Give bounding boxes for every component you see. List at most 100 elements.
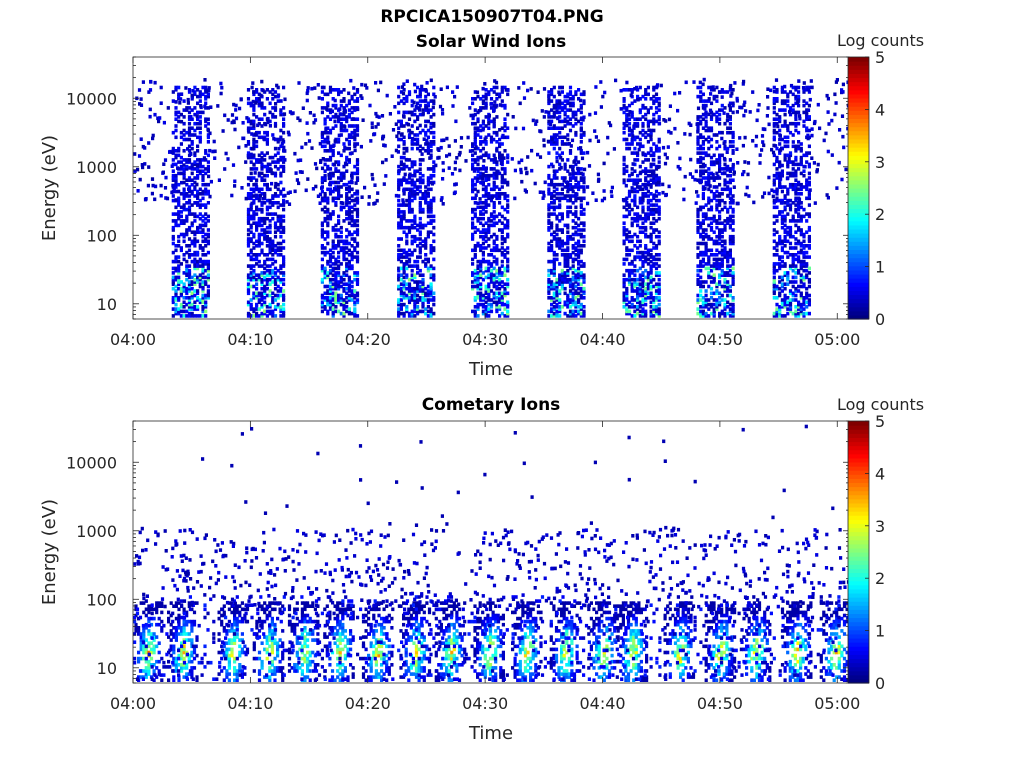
heatmap-cell — [652, 309, 656, 314]
heatmap-cell — [255, 257, 259, 262]
heatmap-cell — [500, 173, 504, 178]
heatmap-cell — [418, 210, 422, 214]
heatmap-cell — [566, 268, 570, 273]
heatmap-cell — [788, 203, 793, 207]
heatmap-cell — [426, 151, 430, 155]
heatmap-cell — [177, 277, 181, 282]
heatmap-cell — [495, 302, 499, 307]
heatmap-cell — [345, 273, 349, 277]
heatmap-cell — [402, 262, 406, 266]
heatmap-cell — [282, 167, 286, 171]
heatmap-cell — [577, 273, 581, 277]
heatmap-cell — [424, 237, 428, 241]
heatmap-cell — [625, 146, 629, 151]
heatmap-cell — [185, 277, 189, 282]
heatmap-cell — [334, 103, 338, 108]
heatmap-cell — [174, 219, 178, 223]
heatmap-cell — [418, 273, 422, 277]
heatmap-cell — [271, 311, 275, 316]
heatmap-cell — [492, 119, 496, 124]
heatmap-cell — [492, 180, 496, 185]
heatmap-cell — [402, 230, 406, 234]
heatmap-cell — [476, 291, 480, 296]
heatmap-cell — [484, 268, 488, 273]
heatmap-cell — [772, 314, 776, 318]
heatmap-cell — [788, 205, 793, 210]
heatmap-cell — [696, 151, 700, 155]
heatmap-cell — [353, 314, 357, 318]
heatmap-cell — [268, 101, 272, 106]
heatmap-cell — [257, 237, 261, 241]
heatmap-cell — [171, 280, 175, 284]
heatmap-cell — [273, 259, 278, 264]
heatmap-cell — [728, 169, 732, 173]
heatmap-cell — [171, 194, 175, 198]
heatmap-cell — [577, 311, 581, 316]
heatmap-cell — [696, 282, 700, 286]
heatmap-cell — [775, 244, 779, 248]
heatmap-cell — [424, 94, 428, 99]
heatmap-cell — [633, 257, 637, 262]
heatmap-cell — [421, 173, 425, 178]
heatmap-cell — [709, 305, 714, 309]
heatmap-cell — [715, 221, 719, 225]
heatmap-cell — [407, 210, 412, 214]
heatmap-cell — [704, 169, 708, 173]
heatmap-cell — [206, 92, 210, 97]
heatmap-cell — [252, 187, 256, 192]
heatmap-cell — [625, 307, 629, 311]
heatmap-cell — [353, 309, 357, 314]
heatmap-cell — [271, 314, 275, 318]
heatmap-cell — [712, 153, 716, 158]
heatmap-cell — [709, 286, 714, 291]
heatmap-cell — [728, 130, 732, 135]
heatmap-cell — [579, 271, 583, 275]
heatmap-cell — [654, 92, 659, 97]
heatmap-cell — [249, 101, 253, 106]
heatmap-cell — [263, 300, 267, 305]
heatmap-cell — [704, 119, 708, 124]
heatmap-cell — [174, 176, 178, 180]
heatmap-cell — [701, 162, 705, 167]
heatmap-cell — [201, 223, 205, 228]
heatmap-cell — [641, 144, 645, 149]
heatmap-cell — [552, 293, 556, 298]
heatmap-cell — [555, 182, 559, 187]
heatmap-cell — [323, 298, 327, 302]
heatmap-cell — [791, 253, 795, 257]
heatmap-cell — [204, 293, 208, 298]
heatmap-cell — [257, 160, 261, 164]
heatmap-cell — [644, 286, 648, 291]
heatmap-cell — [355, 162, 360, 167]
heatmap-cell — [413, 305, 417, 309]
heatmap-cell — [566, 255, 570, 259]
heatmap-cell — [633, 273, 637, 277]
heatmap-cell — [701, 230, 705, 234]
heatmap-cell — [481, 241, 485, 246]
heatmap-cell — [421, 158, 425, 162]
heatmap-cell — [198, 135, 202, 140]
heatmap-cell — [402, 162, 406, 167]
heatmap-cell — [410, 239, 414, 244]
heatmap-cell — [426, 201, 430, 205]
heatmap-cell — [265, 293, 269, 298]
heatmap-cell — [263, 112, 267, 117]
heatmap-cell — [484, 228, 488, 232]
heatmap-cell — [506, 135, 510, 140]
heatmap-cell — [641, 289, 645, 293]
heatmap-cell — [707, 255, 711, 259]
heatmap-cell — [641, 169, 645, 173]
heatmap-cell — [193, 300, 197, 305]
heatmap-cell — [641, 309, 645, 314]
heatmap-cell — [187, 130, 192, 135]
heatmap-cell — [701, 300, 705, 305]
heatmap-cell — [731, 266, 735, 271]
heatmap-cell — [577, 250, 581, 255]
heatmap-cell — [558, 275, 562, 280]
heatmap-cell — [193, 257, 197, 262]
heatmap-cell — [783, 121, 787, 126]
heatmap-cell — [707, 196, 711, 201]
heatmap-cell — [260, 248, 264, 253]
heatmap-cell — [563, 277, 567, 282]
heatmap-cell — [560, 119, 564, 124]
